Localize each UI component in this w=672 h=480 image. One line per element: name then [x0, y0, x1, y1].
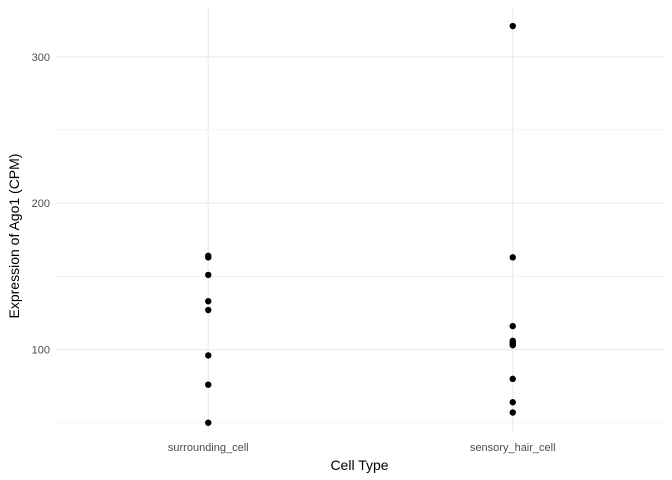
data-point [205, 254, 212, 261]
data-point [509, 22, 516, 30]
data-point [205, 306, 212, 314]
y-axis-tick-labels: 100 200 300 [32, 52, 50, 357]
data-point [205, 271, 212, 279]
data-point [509, 254, 516, 261]
x-axis-title: Cell Type [330, 457, 388, 473]
minor-grid [56, 129, 665, 424]
data-point [205, 298, 212, 305]
data-points [205, 22, 516, 426]
data-point [509, 341, 516, 349]
x-tick-label: sensory_hair_cell [470, 442, 556, 454]
major-grid [56, 7, 665, 433]
data-point [509, 322, 516, 330]
data-point [509, 409, 516, 416]
data-point [509, 375, 516, 383]
y-axis-title: Expression of Ago1 (CPM) [6, 154, 22, 319]
y-tick-label: 100 [32, 345, 50, 357]
data-point [205, 352, 212, 359]
data-point [205, 381, 212, 388]
x-axis-tick-labels: surrounding_cell sensory_hair_cell [168, 442, 556, 454]
data-point [509, 399, 516, 406]
y-tick-label: 200 [32, 198, 50, 210]
x-tick-label: surrounding_cell [168, 442, 249, 454]
data-point [205, 419, 212, 426]
y-tick-label: 300 [32, 52, 50, 64]
